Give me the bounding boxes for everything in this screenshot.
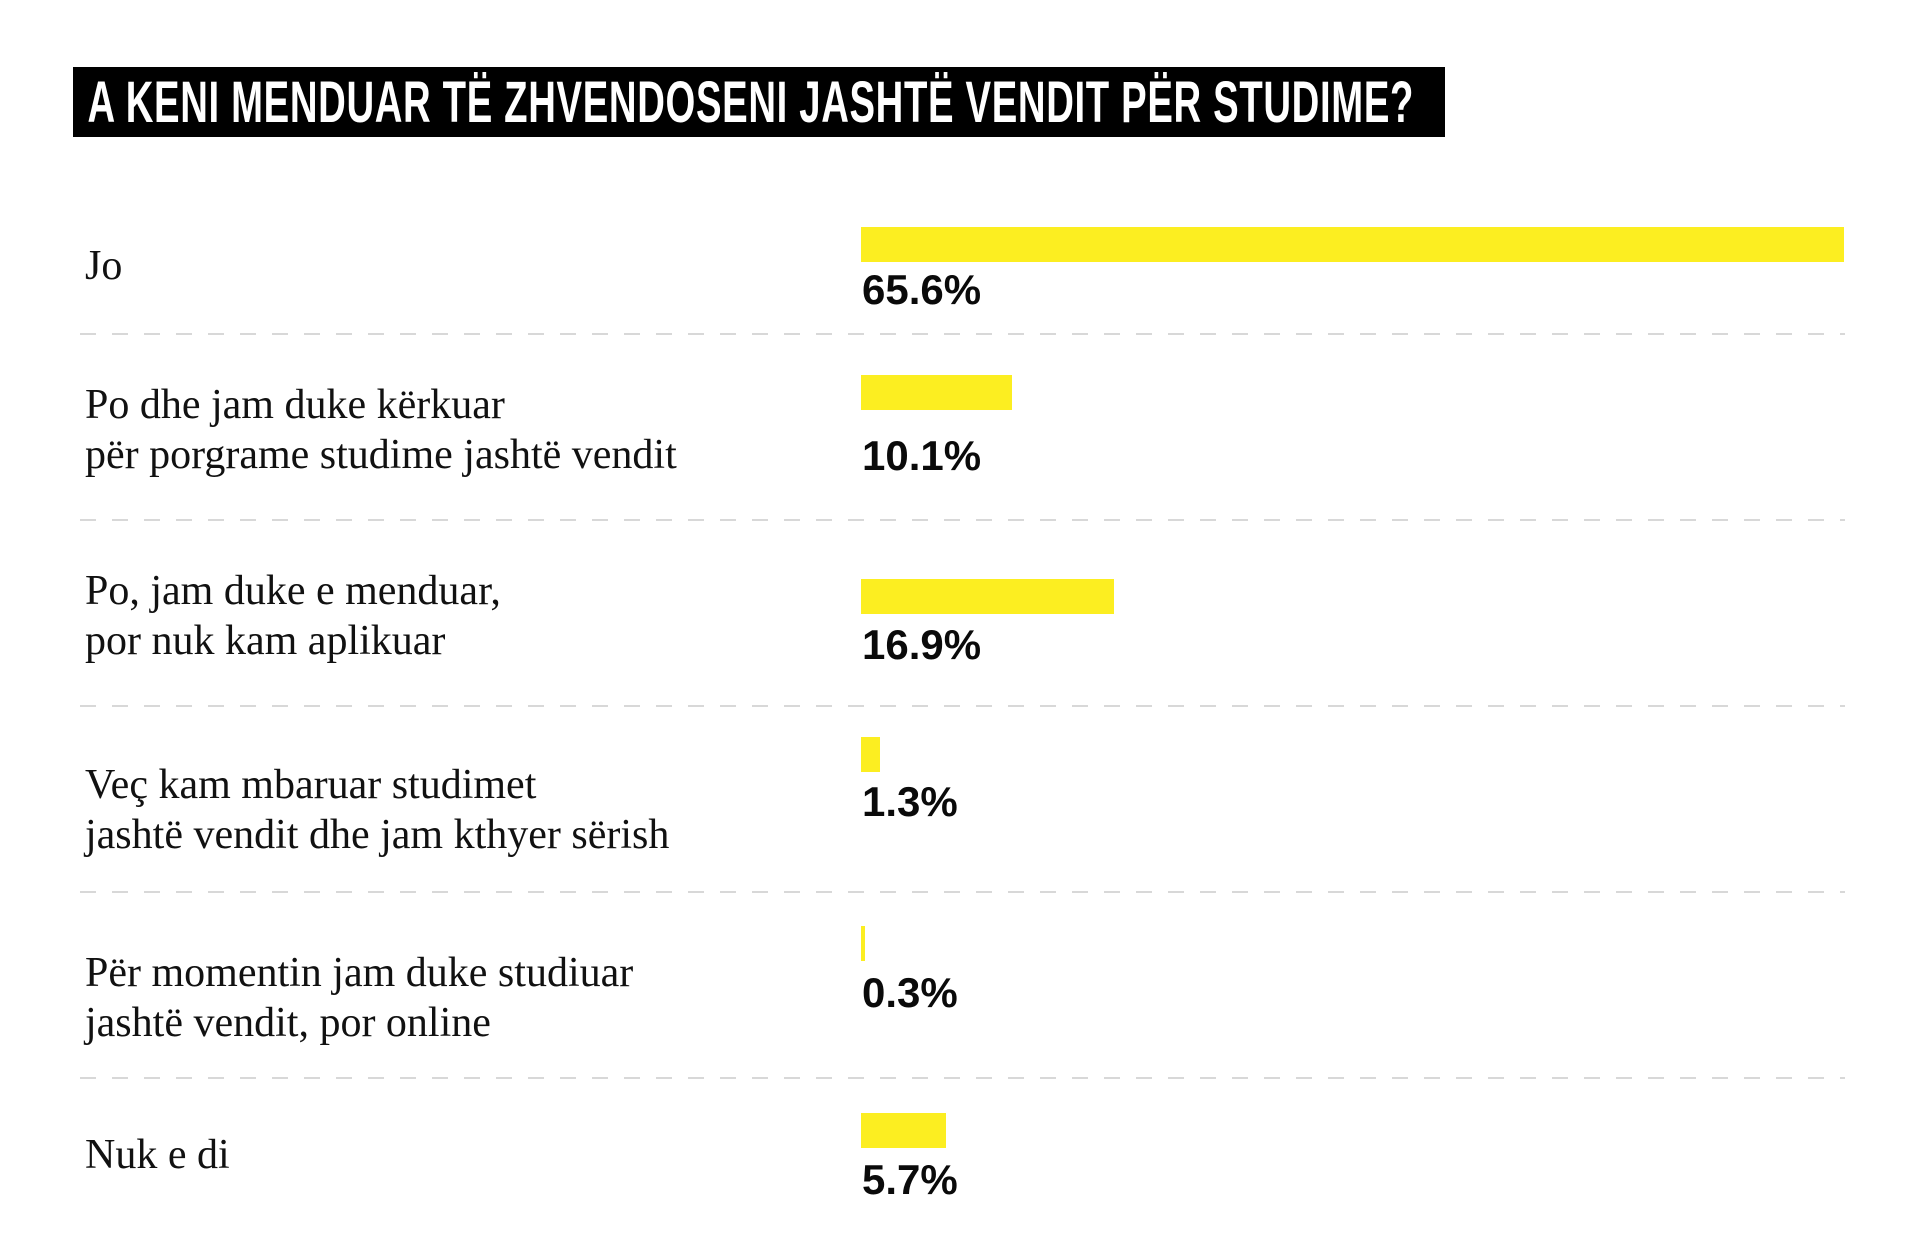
bar — [861, 1113, 946, 1148]
row-label-line: Për momentin jam duke studiuar — [85, 950, 634, 996]
row-label: Po dhe jam duke kërkuar për porgrame stud… — [85, 380, 677, 480]
row-separator — [80, 519, 1845, 521]
row-label-line: Veç kam mbaruar studimet — [85, 762, 537, 808]
chart-title-banner: A KENI MENDUAR TË ZHVENDOSENI JASHTË VEN… — [73, 67, 1445, 137]
row-label-line: për porgrame studime jashtë vendit — [85, 432, 677, 478]
row-label-line: Nuk e di — [85, 1132, 230, 1178]
row-label: Nuk e di — [85, 1130, 230, 1180]
row-label: Jo — [85, 241, 122, 291]
row-label-line: Po, jam duke e menduar, — [85, 568, 501, 614]
row-separator — [80, 891, 1845, 893]
value-label: 1.3% — [862, 778, 958, 825]
value-label: 5.7% — [862, 1156, 958, 1203]
row-label: Për momentin jam duke studiuar jashtë ven… — [85, 948, 633, 1048]
row-label: Veç kam mbaruar studimet jashtë vendit dh… — [85, 760, 669, 860]
value-label: 16.9% — [862, 621, 982, 668]
row-label-line: jashtë vendit dhe jam kthyer sërish — [85, 812, 670, 858]
chart-title: A KENI MENDUAR TË ZHVENDOSENI JASHTË VEN… — [87, 69, 1415, 135]
row-separator — [80, 1077, 1845, 1079]
bar — [861, 227, 1844, 262]
row-label: Po, jam duke e menduar, por nuk kam aplik… — [85, 566, 501, 666]
value-label: 10.1% — [862, 432, 982, 479]
row-label-line: Po dhe jam duke kërkuar — [85, 382, 505, 428]
row-label-line: jashtë vendit, por online — [85, 1000, 491, 1046]
bar — [861, 375, 1012, 410]
row-label-line: Jo — [85, 243, 123, 289]
bar — [861, 579, 1114, 614]
row-separator — [80, 705, 1845, 707]
row-separator — [80, 333, 1845, 335]
value-label: 65.6% — [862, 266, 982, 313]
value-label: 0.3% — [862, 969, 958, 1016]
row-label-line: por nuk kam aplikuar — [85, 618, 446, 664]
bar — [861, 737, 880, 772]
bar — [861, 926, 865, 961]
